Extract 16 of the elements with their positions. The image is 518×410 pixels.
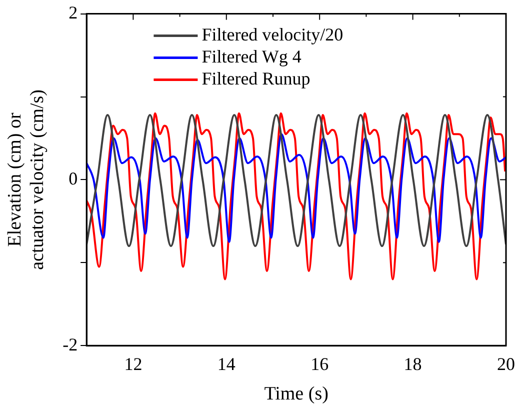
line-series (86, 133, 506, 243)
line-series (86, 114, 506, 248)
x-axis-title: Time (s) (264, 384, 328, 405)
line-series (86, 112, 506, 280)
y-tick-label: -2 (62, 334, 78, 354)
y-tick-label: 2 (68, 2, 78, 23)
x-tick-label: 18 (404, 354, 422, 374)
y-axis-title: Elevation (cm) or actuator velocity (cm/s) (4, 89, 48, 270)
y-tick-label: 0 (68, 168, 78, 188)
x-tick-label: 16 (310, 354, 329, 374)
legend-label: Filtered Wg 4 (202, 46, 302, 67)
legend-label: Filtered Runup (202, 68, 310, 89)
x-tick-label: 14 (217, 354, 236, 374)
legend-label: Filtered velocity/20 (202, 24, 344, 45)
x-tick-label: 20 (497, 354, 515, 374)
x-tick-label: 12 (124, 354, 142, 374)
